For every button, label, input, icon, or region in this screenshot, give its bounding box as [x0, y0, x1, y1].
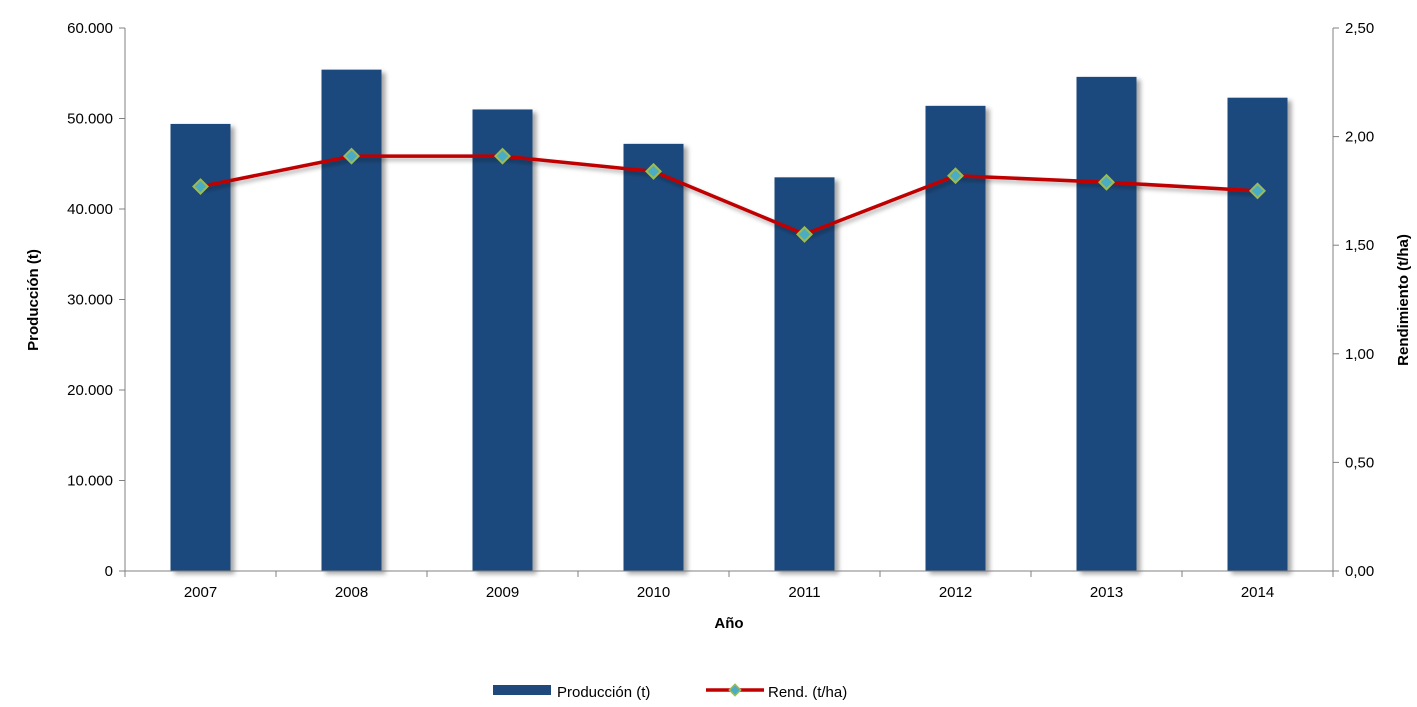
yield-marker — [494, 147, 511, 165]
x-axis-tick-label: 2007 — [184, 584, 217, 601]
x-axis-tick-label: 2010 — [637, 584, 670, 601]
left-axis-tick-label: 60.000 — [67, 20, 113, 37]
legend-swatch-production — [493, 685, 551, 695]
x-axis-tick-label: 2008 — [335, 584, 368, 601]
legend-label-production: Producción (t) — [557, 684, 650, 701]
x-axis-tick-label: 2011 — [788, 584, 820, 601]
y2-axis-title: Rendimiento (t/ha) — [1395, 234, 1412, 366]
left-axis-tick-label: 40.000 — [67, 201, 113, 218]
production-bar — [170, 123, 231, 572]
right-axis-tick-label: 1,50 — [1345, 237, 1374, 254]
legend: Producción (t) Rend. (t/ha) — [493, 683, 847, 701]
x-axis-tick-label: 2013 — [1090, 584, 1123, 601]
right-axis-tick-label: 0,00 — [1345, 563, 1374, 580]
production-bar — [472, 109, 533, 571]
legend-swatch-yield-marker — [728, 683, 742, 697]
left-axis-tick-label: 30.000 — [67, 292, 113, 309]
yield-line-series — [192, 147, 1266, 243]
production-bar — [321, 69, 382, 571]
production-bar — [1076, 76, 1137, 572]
yield-marker — [796, 225, 813, 243]
left-axis: 0 10.000 20.000 30.000 40.000 50.000 60.000 — [67, 20, 126, 580]
x-axis-tick-label: 2009 — [486, 584, 519, 601]
yield-marker — [343, 147, 360, 165]
production-bars — [170, 69, 1288, 572]
right-axis-tick-label: 2,00 — [1345, 129, 1374, 146]
left-axis-tick-label: 20.000 — [67, 382, 113, 399]
yield-marker — [192, 178, 209, 196]
x-axis-title: Año — [714, 615, 743, 632]
yield-marker — [947, 167, 964, 185]
yield-marker — [645, 162, 662, 180]
yield-marker — [1249, 182, 1266, 200]
x-axis-tick-label: 2012 — [939, 584, 972, 601]
yield-marker — [1098, 173, 1115, 191]
left-axis-tick-label: 50.000 — [67, 111, 113, 128]
production-bar — [1227, 97, 1288, 571]
production-bar — [774, 177, 835, 571]
legend-label-yield: Rend. (t/ha) — [768, 684, 847, 701]
right-axis-tick-label: 2,50 — [1345, 20, 1374, 37]
y-axis-title: Producción (t) — [25, 249, 42, 351]
x-axis-tick-label: 2014 — [1241, 584, 1274, 601]
right-axis: 0,00 0,50 1,00 1,50 2,00 2,50 — [1332, 20, 1374, 580]
right-axis-tick-label: 0,50 — [1345, 454, 1374, 471]
left-axis-tick-label: 0 — [105, 563, 113, 580]
yield-line — [200, 154, 1258, 237]
production-bar — [623, 143, 684, 571]
left-axis-tick-label: 10.000 — [67, 473, 113, 490]
right-axis-tick-label: 1,00 — [1345, 346, 1374, 363]
x-axis: 2007 2008 2009 2010 2011 2012 2013 2014 — [124, 570, 1334, 601]
